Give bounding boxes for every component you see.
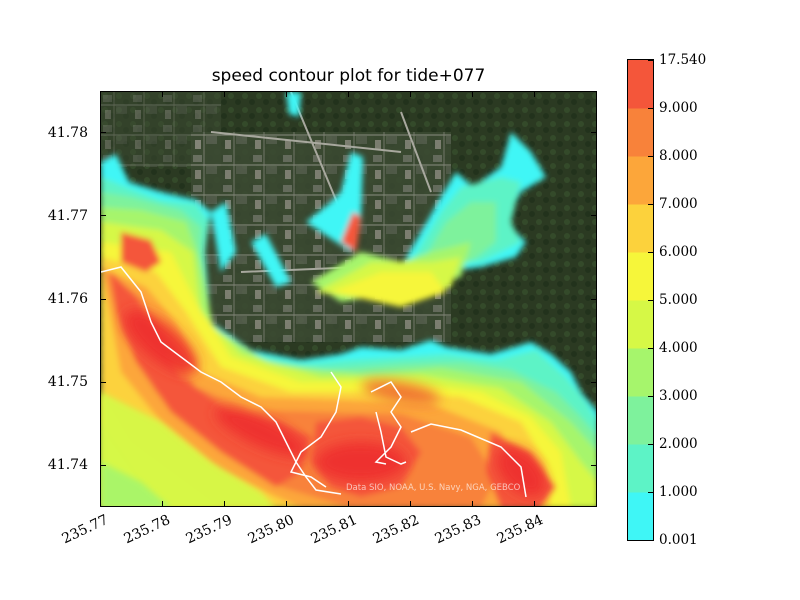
colorbar-segment (628, 252, 653, 301)
x-tick-mark (472, 91, 474, 97)
y-tick-mark (591, 215, 597, 217)
colorbar-segment (628, 348, 653, 397)
y-tick-mark (591, 298, 597, 300)
x-tick-label: 235.84 (494, 512, 546, 548)
colorbar-tick-label: 0.001 (659, 532, 698, 548)
x-tick-mark (348, 91, 349, 97)
colorbar-segment (628, 156, 653, 205)
x-tick-label: 235.82 (370, 512, 422, 548)
colorbar-tick-mark (648, 107, 653, 109)
colorbar-tick-label: 17.540 (659, 52, 707, 68)
x-tick-label: 235.80 (245, 512, 298, 548)
colorbar-tick-label: 7.000 (659, 196, 698, 212)
colorbar-segment (628, 60, 653, 109)
x-tick-mark (285, 501, 287, 507)
x-tick-mark (410, 501, 412, 507)
x-tick-mark (410, 91, 412, 97)
y-tick-mark (100, 464, 106, 466)
y-tick-mark (591, 132, 597, 134)
colorbar-segment (628, 444, 653, 493)
colorbar-segment (628, 108, 653, 157)
x-tick-mark (285, 91, 287, 97)
x-tick-label: 235.78 (121, 512, 173, 548)
y-tick-mark (591, 381, 597, 383)
y-tick-mark (100, 381, 106, 383)
colorbar-tick-mark (648, 299, 653, 301)
x-tick-mark (534, 501, 536, 507)
y-tick-label: 41.78 (47, 124, 88, 141)
colorbar-tick-mark (648, 395, 653, 397)
y-tick-label: 41.74 (47, 457, 88, 474)
colorbar-segment (628, 396, 653, 445)
y-tick-label: 41.76 (47, 291, 88, 307)
colorbar-tick-label: 2.000 (659, 436, 698, 452)
colorbar-tick-label: 8.000 (659, 148, 698, 164)
x-tick-label: 235.79 (183, 512, 236, 548)
colorbar-tick-mark (648, 59, 653, 61)
colorbar-tick-mark (648, 203, 653, 205)
y-tick-label: 41.77 (47, 207, 88, 224)
x-tick-mark (99, 501, 101, 507)
colorbar-tick-label: 9.000 (659, 100, 698, 116)
y-tick-label: 41.75 (47, 374, 88, 391)
y-tick-mark (100, 298, 106, 300)
colorbar-tick-mark (648, 539, 653, 541)
y-tick-mark (100, 132, 106, 134)
colorbar (627, 59, 654, 541)
colorbar-tick-mark (648, 251, 653, 253)
x-tick-mark (223, 501, 225, 507)
colorbar-segment (628, 492, 653, 540)
colorbar-tick-label: 1.000 (659, 484, 698, 500)
x-tick-label: 235.83 (432, 512, 484, 548)
colorbar-tick-mark (648, 443, 653, 445)
map-attribution: Data SIO, NOAA, U.S. Navy, NGA, GEBCO (346, 483, 521, 493)
colorbar-tick-label: 4.000 (659, 340, 698, 356)
colorbar-tick-mark (648, 491, 653, 493)
x-tick-mark (472, 501, 474, 507)
x-tick-mark (534, 91, 536, 97)
plot-area: Data SIO, NOAA, U.S. Navy, NGA, GEBCO (100, 91, 597, 507)
x-tick-mark (223, 91, 225, 97)
colorbar-segment (628, 204, 653, 253)
colorbar-tick-mark (648, 347, 653, 349)
colorbar-tick-mark (648, 155, 653, 157)
x-tick-label: 235.81 (308, 512, 360, 548)
coastline (101, 266, 527, 498)
x-tick-label: 235.77 (59, 512, 111, 548)
speed-contour-map: Data SIO, NOAA, U.S. Navy, NGA, GEBCO (101, 92, 596, 506)
x-tick-mark (348, 501, 349, 507)
colorbar-tick-label: 5.000 (659, 292, 698, 308)
chart-title: speed contour plot for tide+077 (211, 66, 486, 86)
colorbar-tick-label: 3.000 (659, 388, 698, 404)
x-tick-mark (161, 501, 163, 507)
y-tick-mark (100, 215, 106, 217)
x-tick-mark (161, 91, 163, 97)
colorbar-segment (628, 300, 653, 349)
y-tick-mark (591, 464, 597, 466)
colorbar-tick-label: 6.000 (659, 244, 698, 260)
x-tick-mark (99, 91, 101, 97)
